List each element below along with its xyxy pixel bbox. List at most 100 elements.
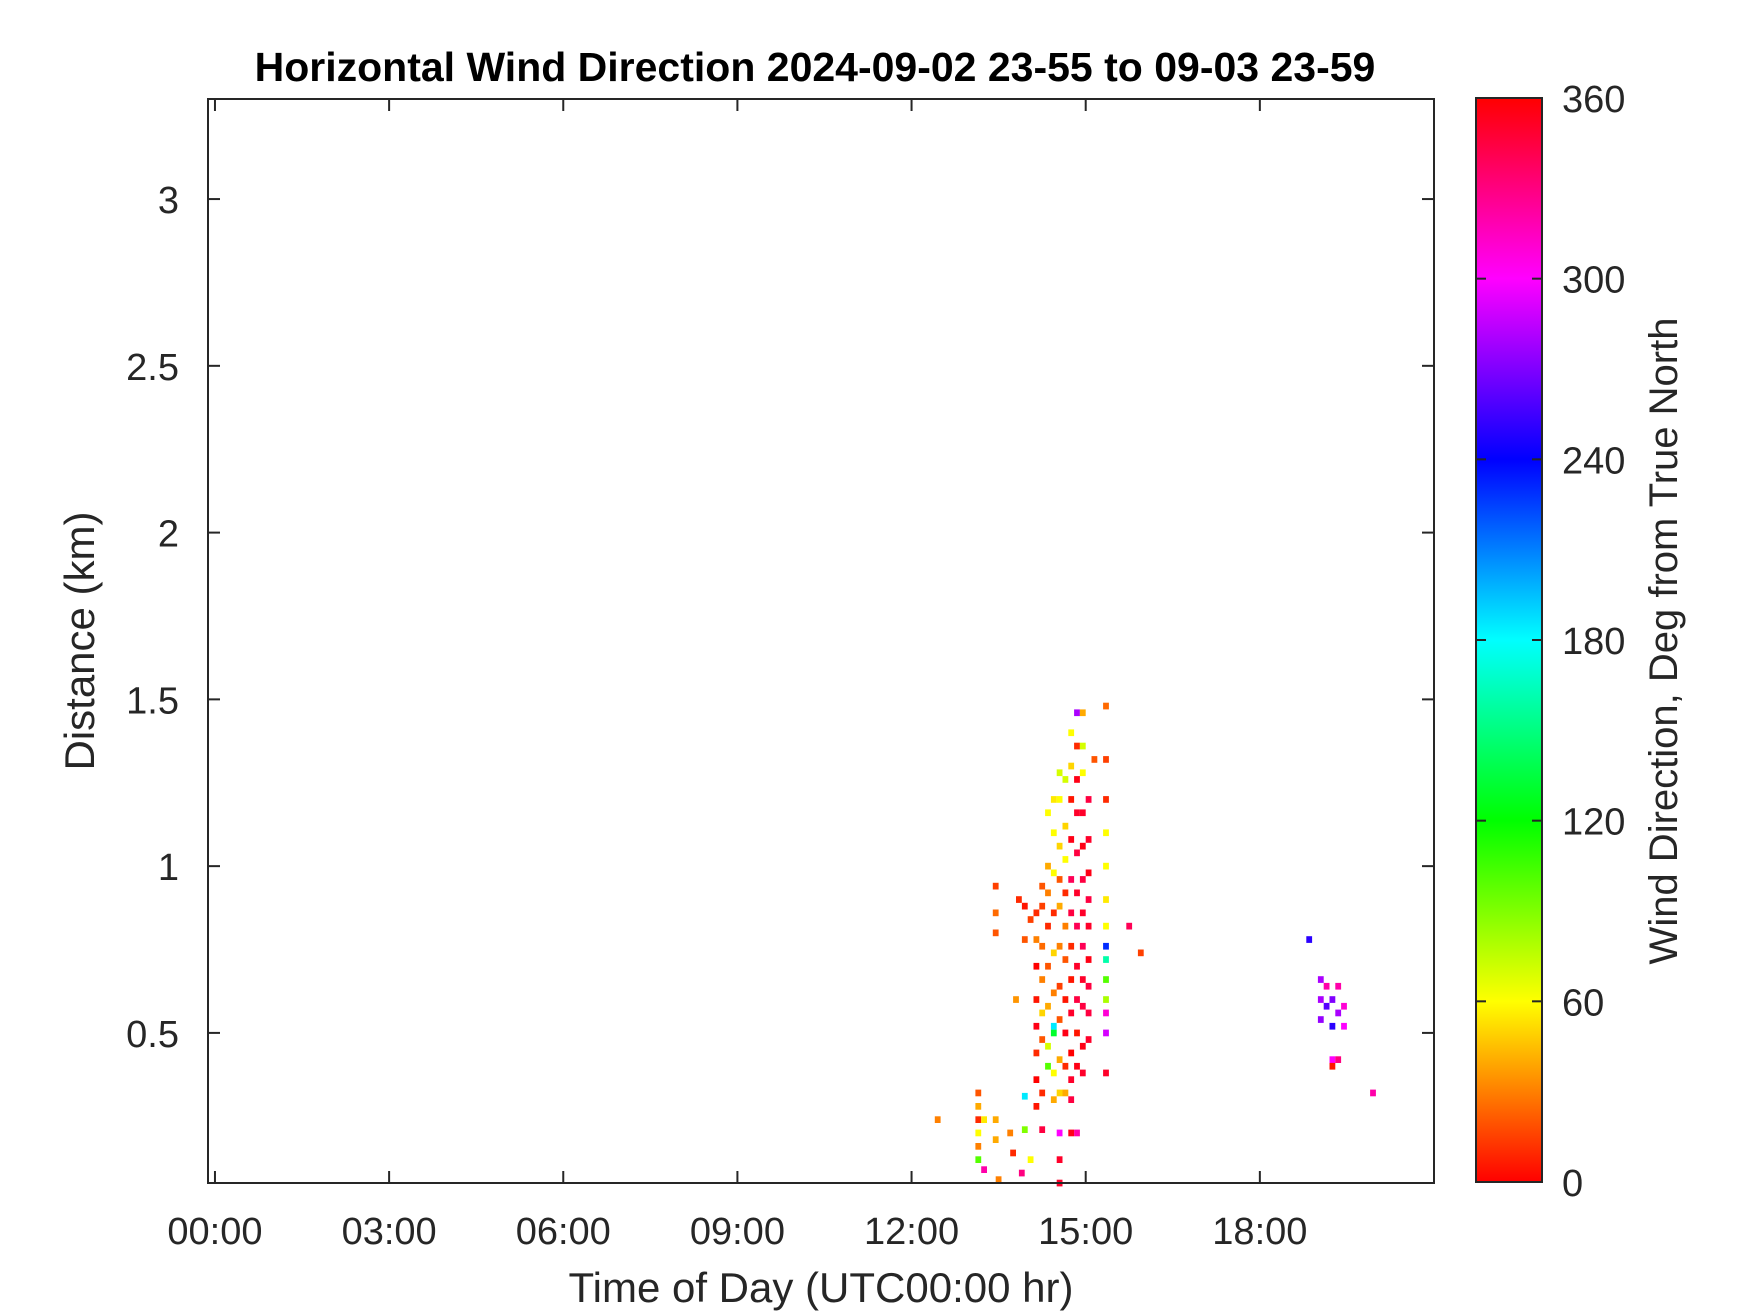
heatmap-cell (1039, 942, 1046, 950)
heatmap-cell (1103, 996, 1109, 1003)
heatmap-cell (1056, 1129, 1063, 1137)
heatmap-cell (1079, 909, 1086, 917)
heatmap-cell (1045, 889, 1051, 897)
heatmap-cell (1074, 1029, 1080, 1037)
x-tick-label: 09:00 (690, 1211, 785, 1253)
heatmap-cell (1039, 902, 1046, 910)
heatmap-cell (1074, 709, 1080, 717)
heatmap-cells (934, 702, 1376, 1187)
heatmap-cell (1056, 1016, 1063, 1023)
heatmap-cell (1068, 729, 1075, 737)
heatmap-cell (1062, 776, 1069, 783)
heatmap-cell (1085, 796, 1092, 803)
chart-title: Horizontal Wind Direction 2024-09-02 23-… (255, 44, 1376, 90)
x-tick-label: 12:00 (864, 1211, 959, 1253)
heatmap-cell (1103, 956, 1109, 963)
heatmap-cell (1085, 922, 1092, 930)
heatmap-cell (1329, 1056, 1336, 1063)
heatmap-cell (1013, 996, 1019, 1003)
heatmap-cell (1079, 709, 1086, 717)
heatmap-cell (1103, 862, 1109, 870)
heatmap-cell (1056, 876, 1063, 883)
heatmap-cell (1079, 1069, 1086, 1077)
colorbar-tick-label: 240 (1562, 440, 1625, 482)
heatmap-cell (1079, 876, 1086, 883)
heatmap-cell (975, 1116, 982, 1123)
heatmap-cell (1074, 776, 1080, 783)
heatmap-cell (1027, 1156, 1034, 1163)
heatmap-cell (1137, 949, 1144, 957)
heatmap-cell (1062, 922, 1069, 930)
heatmap-cell (1103, 922, 1109, 930)
heatmap-cell (1056, 1089, 1063, 1097)
y-tick-label: 1 (158, 847, 179, 889)
heatmap-cell (1085, 836, 1092, 843)
colorbar-tick-label: 0 (1562, 1163, 1583, 1205)
heatmap-cell (1068, 836, 1075, 843)
y-axis-label: Distance (km) (56, 511, 103, 770)
heatmap-cell (1062, 996, 1069, 1003)
colorbar-tick-label: 300 (1562, 260, 1625, 302)
colorbar-ticks: 0 60 120 180 240 300 360 (1476, 79, 1625, 1205)
heatmap-cell (1050, 1029, 1057, 1037)
heatmap-cell (1050, 909, 1057, 917)
heatmap-cell (1016, 896, 1022, 903)
heatmap-cell (1335, 1056, 1342, 1063)
heatmap-cell (1045, 1002, 1051, 1010)
heatmap-cell (1045, 922, 1051, 930)
heatmap-cell (1062, 956, 1069, 963)
y-tick-label: 3 (158, 180, 179, 222)
heatmap-cell (1085, 982, 1092, 990)
x-tick-label: 06:00 (516, 1211, 611, 1253)
heatmap-cell (1329, 1062, 1336, 1070)
heatmap-cell (1050, 796, 1057, 803)
heatmap-cell (1068, 1009, 1075, 1017)
heatmap-cell (1056, 796, 1063, 803)
heatmap-cell (1045, 862, 1051, 870)
heatmap-cell (1068, 762, 1075, 770)
colorbar: 0 60 120 180 240 300 360 (1475, 79, 1625, 1205)
heatmap-cell (1068, 1096, 1075, 1103)
heatmap-cell (992, 1136, 999, 1143)
heatmap-cell (981, 1166, 987, 1173)
heatmap-cell (1050, 989, 1057, 997)
heatmap-cell (1062, 889, 1069, 897)
heatmap-cell (1033, 1022, 1040, 1030)
heatmap-cell (1079, 742, 1086, 750)
heatmap-cell (1033, 909, 1040, 917)
heatmap-cell (1050, 949, 1057, 957)
heatmap-cell (1045, 962, 1051, 970)
heatmap-cell (1056, 1156, 1063, 1163)
heatmap-cell (1033, 996, 1040, 1003)
heatmap-cell (1074, 849, 1080, 857)
y-axis: 0.5 1 1.5 2 2.5 3 (126, 180, 1434, 1056)
heatmap-cell (1335, 982, 1342, 990)
heatmap-cell (1079, 842, 1086, 850)
heatmap-cell (1068, 796, 1075, 803)
heatmap-cell (1039, 1009, 1046, 1017)
colorbar-tick-label: 360 (1562, 79, 1625, 121)
heatmap-cell (1329, 996, 1336, 1003)
heatmap-cell (1074, 962, 1080, 970)
heatmap-cell (1085, 869, 1092, 877)
heatmap-cell (975, 1143, 982, 1150)
heatmap-cell (1341, 1002, 1347, 1010)
heatmap-cell (1074, 809, 1080, 817)
heatmap-cell (1062, 1089, 1069, 1097)
heatmap-cell (1056, 942, 1063, 950)
y-tick-label: 2.5 (126, 347, 179, 389)
heatmap-cell (992, 929, 999, 937)
heatmap-cell (1103, 756, 1109, 763)
x-tick-label: 15:00 (1038, 1211, 1133, 1253)
heatmap-cell (1074, 889, 1080, 897)
heatmap-cell (1021, 902, 1028, 910)
y-tick-label: 0.5 (126, 1014, 179, 1056)
heatmap-cell (1091, 756, 1098, 763)
heatmap-cell (1103, 942, 1109, 950)
heatmap-cell (1039, 1126, 1046, 1133)
heatmap-cell (1068, 909, 1075, 917)
heatmap-cell (1021, 1092, 1028, 1100)
heatmap-cell (1323, 982, 1330, 990)
heatmap-cell (1056, 769, 1063, 777)
heatmap-cell (975, 1103, 982, 1110)
